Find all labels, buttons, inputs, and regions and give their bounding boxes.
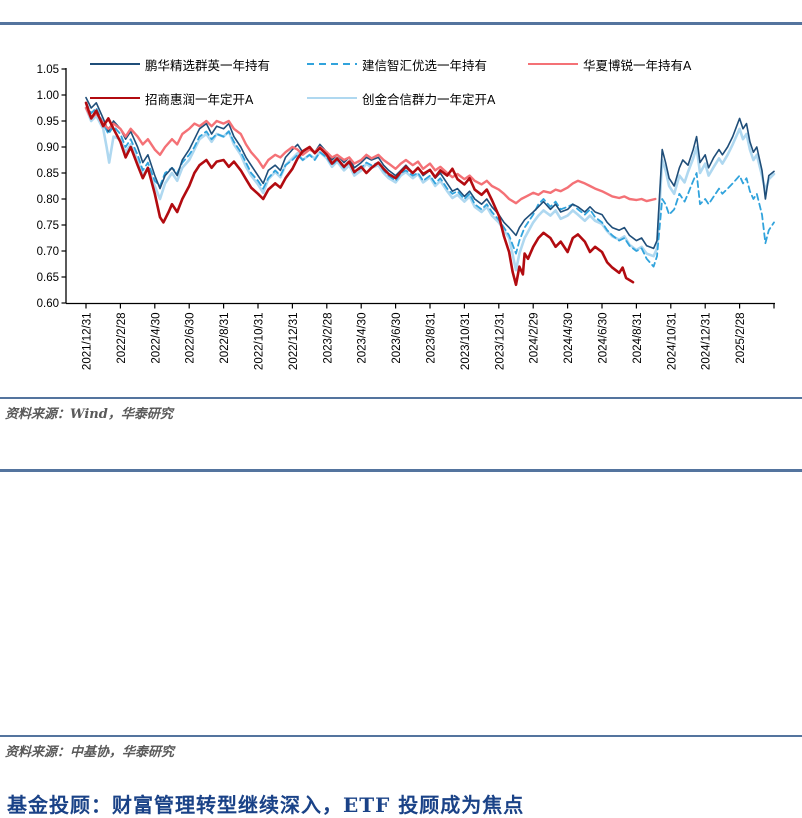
series-line-3	[84, 101, 635, 287]
x-tick-label: 2024/4/30	[563, 313, 575, 364]
x-tick-label: 2024/12/31	[701, 313, 713, 371]
legend-label: 鹏华精选群英一年持有	[145, 58, 271, 73]
x-tick-label: 2024/2/29	[529, 313, 541, 364]
x-tick-label: 2022/2/28	[116, 313, 128, 364]
y-tick-label: 1.00	[37, 90, 59, 102]
x-tick-label: 2023/12/31	[494, 313, 506, 371]
legend-line-swatch	[307, 97, 357, 99]
y-tick-label: 0.65	[37, 272, 59, 284]
y-tick-label: 1.05	[37, 64, 59, 76]
legend-item-0: 鹏华精选群英一年持有	[90, 56, 271, 73]
x-tick-label: 2023/8/31	[426, 313, 438, 364]
x-tick-label: 2023/10/31	[460, 313, 472, 371]
section-heading: 基金投顾：财富管理转型继续深入，ETF 投顾成为焦点	[7, 793, 525, 817]
x-tick-label: 2025/2/28	[735, 313, 747, 364]
legend-item-2: 华夏博锐一年持有A	[528, 56, 692, 73]
x-tick-label: 2023/6/30	[391, 313, 403, 364]
legend-line-swatch	[528, 63, 578, 65]
x-tick-label: 2022/6/30	[185, 313, 197, 364]
legend-item-1: 建信智汇优选一年持有	[307, 56, 488, 73]
source-note-wind: 资料来源：Wind，华泰研究	[5, 407, 173, 422]
fund-nav-line-chart: 1.05 1.00 0.95 0.90 0.85 0.80 0.75 0.70 0.65 0.60…	[37, 64, 776, 371]
x-tick-label: 2024/6/30	[598, 313, 610, 364]
series-line-4	[84, 106, 776, 272]
legend-line-swatch	[90, 63, 140, 65]
series-line-1	[85, 101, 775, 268]
legend-label: 招商惠润一年定开A	[145, 92, 254, 107]
legend-line-swatch	[307, 62, 357, 66]
x-tick-label: 2024/8/31	[632, 313, 644, 364]
y-tick-label: 0.60	[37, 298, 59, 310]
y-tick-label: 0.80	[37, 194, 59, 206]
legend-item-3: 招商惠润一年定开A	[90, 90, 254, 107]
x-tick-label: 2022/8/31	[219, 313, 231, 364]
x-tick-label: 2022/10/31	[254, 313, 266, 371]
chart-bottom-divider	[0, 397, 802, 399]
x-tick-label: 2022/4/30	[150, 313, 162, 364]
y-tick-label: 0.85	[37, 168, 59, 180]
y-tick-label: 0.95	[37, 116, 59, 128]
source-note-amac: 资料来源：中基协，华泰研究	[5, 745, 175, 760]
series-line-2	[84, 106, 657, 205]
x-tick-label: 2023/2/28	[322, 313, 334, 364]
x-tick-label: 2022/12/31	[288, 313, 300, 371]
top-divider	[0, 22, 802, 25]
section-divider	[0, 469, 802, 472]
y-tick-label: 0.70	[37, 246, 59, 258]
second-chart-bottom-divider	[0, 735, 802, 737]
y-tick-label: 0.75	[37, 220, 59, 232]
legend-line-swatch	[90, 97, 140, 99]
x-tick-label: 2023/4/30	[357, 313, 369, 364]
x-tick-label: 2024/10/31	[666, 313, 678, 371]
legend-label: 建信智汇优选一年持有	[362, 58, 488, 73]
legend-item-4: 创金合信群力一年定开A	[307, 90, 496, 107]
legend-label: 创金合信群力一年定开A	[362, 92, 496, 107]
legend-label: 华夏博锐一年持有A	[583, 58, 692, 73]
y-tick-label: 0.90	[37, 142, 59, 154]
fund-performance-chart-panel: 1.05 1.00 0.95 0.90 0.85 0.80 0.75 0.70 0.65 0.60…	[20, 25, 786, 397]
x-tick-label: 2021/12/31	[82, 313, 94, 371]
series-line-0	[85, 96, 775, 250]
